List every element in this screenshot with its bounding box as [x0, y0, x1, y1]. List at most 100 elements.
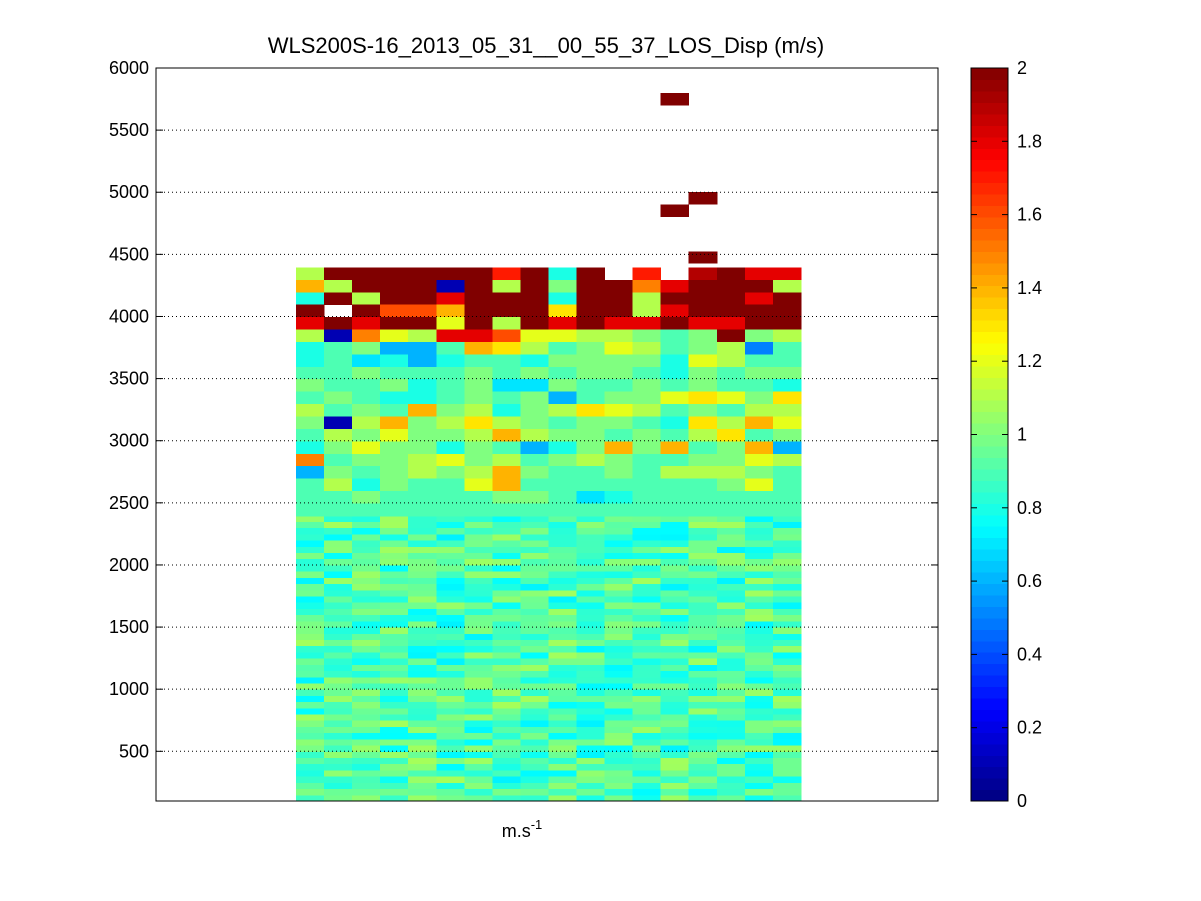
heatmap-cell — [744, 732, 774, 740]
heatmap-cell — [296, 279, 325, 293]
heatmap-cell — [520, 521, 549, 529]
colorbar-band — [971, 285, 1008, 298]
heatmap-cell — [436, 521, 465, 529]
heatmap-cell — [492, 503, 521, 517]
heatmap-cell — [716, 633, 746, 640]
heatmap-cell — [744, 379, 774, 393]
heatmap-cell — [744, 776, 774, 783]
heatmap-cell — [716, 732, 746, 740]
heatmap-cell — [352, 689, 381, 696]
heatmap-cell — [716, 391, 746, 405]
heatmap-cell — [632, 788, 662, 796]
colorbar-band — [971, 755, 1008, 768]
heatmap-cell — [296, 620, 325, 628]
heatmap-cell — [744, 627, 774, 634]
heatmap-cell — [576, 714, 606, 721]
heatmap-cell — [744, 453, 774, 467]
heatmap-cell — [744, 503, 774, 517]
heatmap-cell — [660, 589, 690, 597]
heatmap-cell — [464, 546, 493, 554]
y-tick-label: 5500 — [109, 120, 149, 140]
heatmap-cell — [548, 794, 577, 802]
heatmap-cell — [660, 552, 690, 560]
heatmap-cell — [632, 503, 662, 517]
heatmap-cell — [324, 608, 353, 616]
colorbar-band — [971, 560, 1008, 573]
heatmap-cell — [520, 726, 549, 734]
heatmap-cell — [408, 707, 437, 715]
heatmap-cell — [324, 596, 353, 603]
heatmap-cell — [632, 714, 662, 721]
heatmap-cell — [436, 602, 465, 609]
heatmap-cell — [436, 428, 465, 442]
heatmap-cell — [576, 732, 606, 740]
heatmap-cell — [324, 701, 353, 709]
heatmap-cell — [324, 521, 353, 529]
heatmap-cell — [436, 292, 465, 306]
heatmap-cell — [520, 751, 549, 759]
heatmap-cell — [576, 589, 606, 597]
heatmap-cell — [688, 639, 718, 647]
heatmap-cell — [632, 794, 662, 802]
heatmap-cell — [716, 788, 746, 796]
heatmap-cell — [296, 639, 325, 647]
heatmap-cell — [352, 379, 381, 393]
heatmap-cell — [464, 558, 493, 566]
heatmap-cell — [716, 776, 746, 783]
heatmap-cell — [324, 478, 353, 492]
heatmap-cell — [380, 428, 409, 442]
colorbar-band — [971, 193, 1008, 207]
heatmap-cell — [352, 769, 381, 777]
heatmap-cell — [380, 751, 409, 759]
heatmap-cell — [688, 627, 718, 634]
heatmap-cell — [492, 738, 521, 746]
heatmap-cell — [464, 552, 493, 560]
heatmap-cell — [604, 466, 634, 480]
heatmap-cell — [604, 558, 634, 566]
heatmap-cell — [380, 491, 409, 504]
heatmap-cell — [548, 627, 577, 634]
heatmap-cell — [548, 571, 577, 578]
heatmap-cell — [324, 714, 353, 721]
heatmap-cell — [408, 292, 437, 306]
heatmap-cell — [632, 466, 662, 480]
heatmap-cell — [744, 633, 774, 640]
heatmap-cell — [520, 416, 549, 430]
heatmap-cell — [492, 651, 521, 659]
heatmap-cell — [716, 478, 746, 492]
colorbar-band — [971, 709, 1008, 722]
heatmap-cell — [520, 515, 549, 522]
heatmap-cell — [548, 577, 577, 585]
heatmap-cell — [352, 521, 381, 529]
heatmap-cell — [716, 651, 746, 659]
heatmap-cell — [716, 751, 746, 759]
heatmap-cell — [576, 441, 606, 455]
heatmap-cell — [548, 788, 577, 796]
colorbar-band — [971, 148, 1008, 161]
heatmap-cell — [632, 317, 662, 331]
heatmap-cell — [632, 304, 662, 318]
heatmap-cell — [492, 720, 521, 727]
colorbar-band — [971, 125, 1008, 138]
heatmap-cell — [492, 304, 521, 318]
heatmap-cell — [464, 577, 493, 585]
heatmap-cell — [772, 404, 802, 417]
heatmap-cell — [772, 267, 802, 281]
heatmap-cell — [436, 571, 465, 578]
heatmap-cell — [660, 645, 690, 653]
heatmap-cell — [716, 608, 746, 616]
heatmap-cell — [324, 571, 353, 578]
heatmap-cell — [688, 540, 718, 547]
heatmap-cell — [380, 695, 409, 703]
heatmap-cell — [744, 527, 774, 535]
heatmap-cell — [324, 670, 353, 678]
heatmap-cell — [436, 552, 465, 560]
heatmap-cell — [436, 614, 465, 622]
heatmap-cell — [324, 751, 353, 759]
heatmap-cell — [296, 416, 325, 430]
heatmap-cell — [660, 527, 690, 535]
heatmap-cell — [604, 627, 634, 634]
colorbar-band — [971, 652, 1008, 665]
heatmap-cell — [492, 639, 521, 647]
heatmap-cell — [380, 782, 409, 790]
